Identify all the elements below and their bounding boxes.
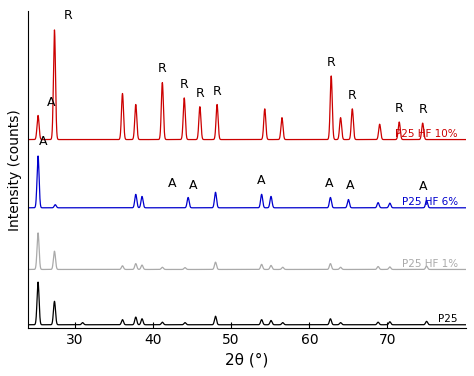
Text: R: R [180, 78, 189, 91]
Text: R: R [213, 85, 221, 97]
Text: R: R [195, 87, 204, 100]
Text: A: A [47, 96, 55, 109]
Text: R: R [327, 56, 336, 69]
Text: P25 HF 6%: P25 HF 6% [402, 197, 458, 207]
Text: A: A [190, 179, 198, 192]
Text: A: A [325, 177, 333, 190]
Text: P25 HF 1%: P25 HF 1% [402, 259, 458, 269]
Text: A: A [168, 177, 177, 190]
Text: A: A [257, 174, 266, 187]
X-axis label: 2θ (°): 2θ (°) [225, 353, 268, 368]
Text: R: R [395, 102, 403, 115]
Text: R: R [158, 62, 167, 76]
Text: R: R [418, 103, 427, 116]
Text: A: A [419, 180, 427, 193]
Text: A: A [346, 179, 354, 192]
Y-axis label: Intensity (counts): Intensity (counts) [9, 109, 22, 231]
Text: R: R [64, 9, 73, 22]
Text: P25 HF 10%: P25 HF 10% [395, 129, 458, 139]
Text: R: R [348, 89, 357, 102]
Text: P25: P25 [438, 314, 458, 324]
Text: A: A [39, 135, 48, 149]
